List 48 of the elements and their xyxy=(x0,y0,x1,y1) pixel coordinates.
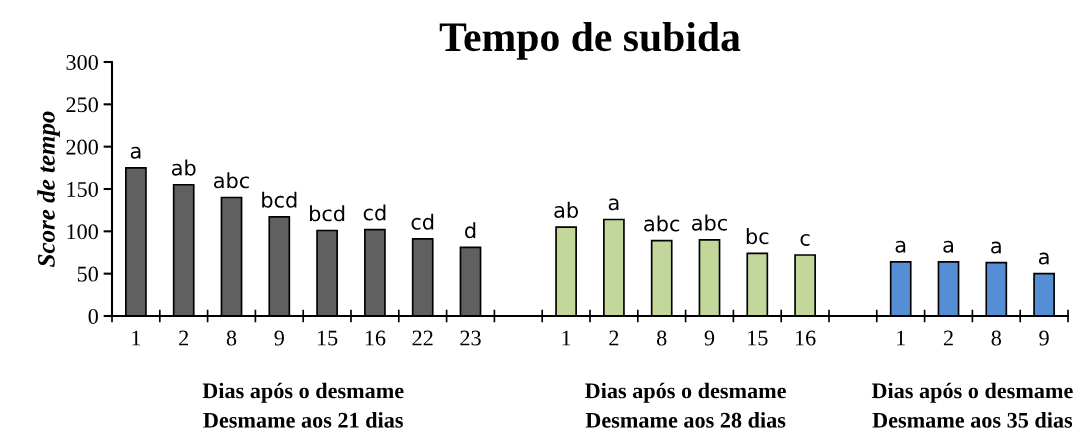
x-tick-label: 1 xyxy=(562,330,571,346)
x-tick-label: 23 xyxy=(460,330,481,346)
x-tick-label: 9 xyxy=(1039,330,1049,346)
data-label: cd xyxy=(411,213,434,230)
data-label: a xyxy=(130,146,141,159)
x-tick-label: 9 xyxy=(274,330,284,346)
data-label: cd xyxy=(363,204,386,221)
data-label: abc xyxy=(644,215,680,232)
x-tick-label: 1 xyxy=(897,330,905,346)
x-tick-label: 2 xyxy=(609,330,619,346)
data-label: bc xyxy=(746,228,769,245)
y-tick-label: 0 xyxy=(88,308,98,324)
text: Dias após o desmame Desmame aos 28 dias xyxy=(585,382,786,428)
y-tick-label: 200 xyxy=(66,139,98,155)
x-tick-label: 16 xyxy=(365,330,386,346)
x-tick-label: 22 xyxy=(412,330,433,346)
data-label: a xyxy=(1038,252,1049,265)
y-tick-label: 150 xyxy=(67,181,98,197)
x-tick-label: 16 xyxy=(795,330,816,346)
x-tick-label: 8 xyxy=(991,330,1002,346)
x-tick-label: 9 xyxy=(704,330,715,346)
x-tick-label: 1 xyxy=(132,330,141,346)
y-tick-label: 100 xyxy=(67,224,98,240)
y-tick-label: 250 xyxy=(66,97,98,113)
data-label: a xyxy=(895,240,906,253)
text: Dias após o desmame Desmame aos 35 dias xyxy=(871,382,1073,428)
data-label: ab xyxy=(171,159,196,176)
data-label: a xyxy=(991,241,1001,254)
x-tick-label: 15 xyxy=(748,330,768,346)
data-label: bcd xyxy=(262,191,297,208)
y-tick-label: 50 xyxy=(77,266,98,282)
data-label: ab xyxy=(554,201,578,218)
data-label: bcd xyxy=(310,205,345,222)
data-label: a xyxy=(943,240,953,253)
data-label: abc xyxy=(692,214,727,231)
x-tick-label: 8 xyxy=(656,330,667,346)
x-tick-label: 2 xyxy=(943,330,953,346)
x-tick-label: 2 xyxy=(179,330,189,346)
data-label: c xyxy=(800,233,810,246)
data-label: d xyxy=(465,222,476,239)
data-label: abc xyxy=(214,172,249,189)
y-axis-title: Score de tempo xyxy=(37,111,60,267)
x-tick-label: 8 xyxy=(226,330,237,346)
chart-title: Tempo de subida xyxy=(439,21,741,60)
data-label: a xyxy=(608,198,619,211)
x-tick-label: 15 xyxy=(317,330,338,346)
text: Dias após o desmame Desmame aos 21 dias xyxy=(202,382,404,428)
y-tick-label: 300 xyxy=(66,54,98,70)
